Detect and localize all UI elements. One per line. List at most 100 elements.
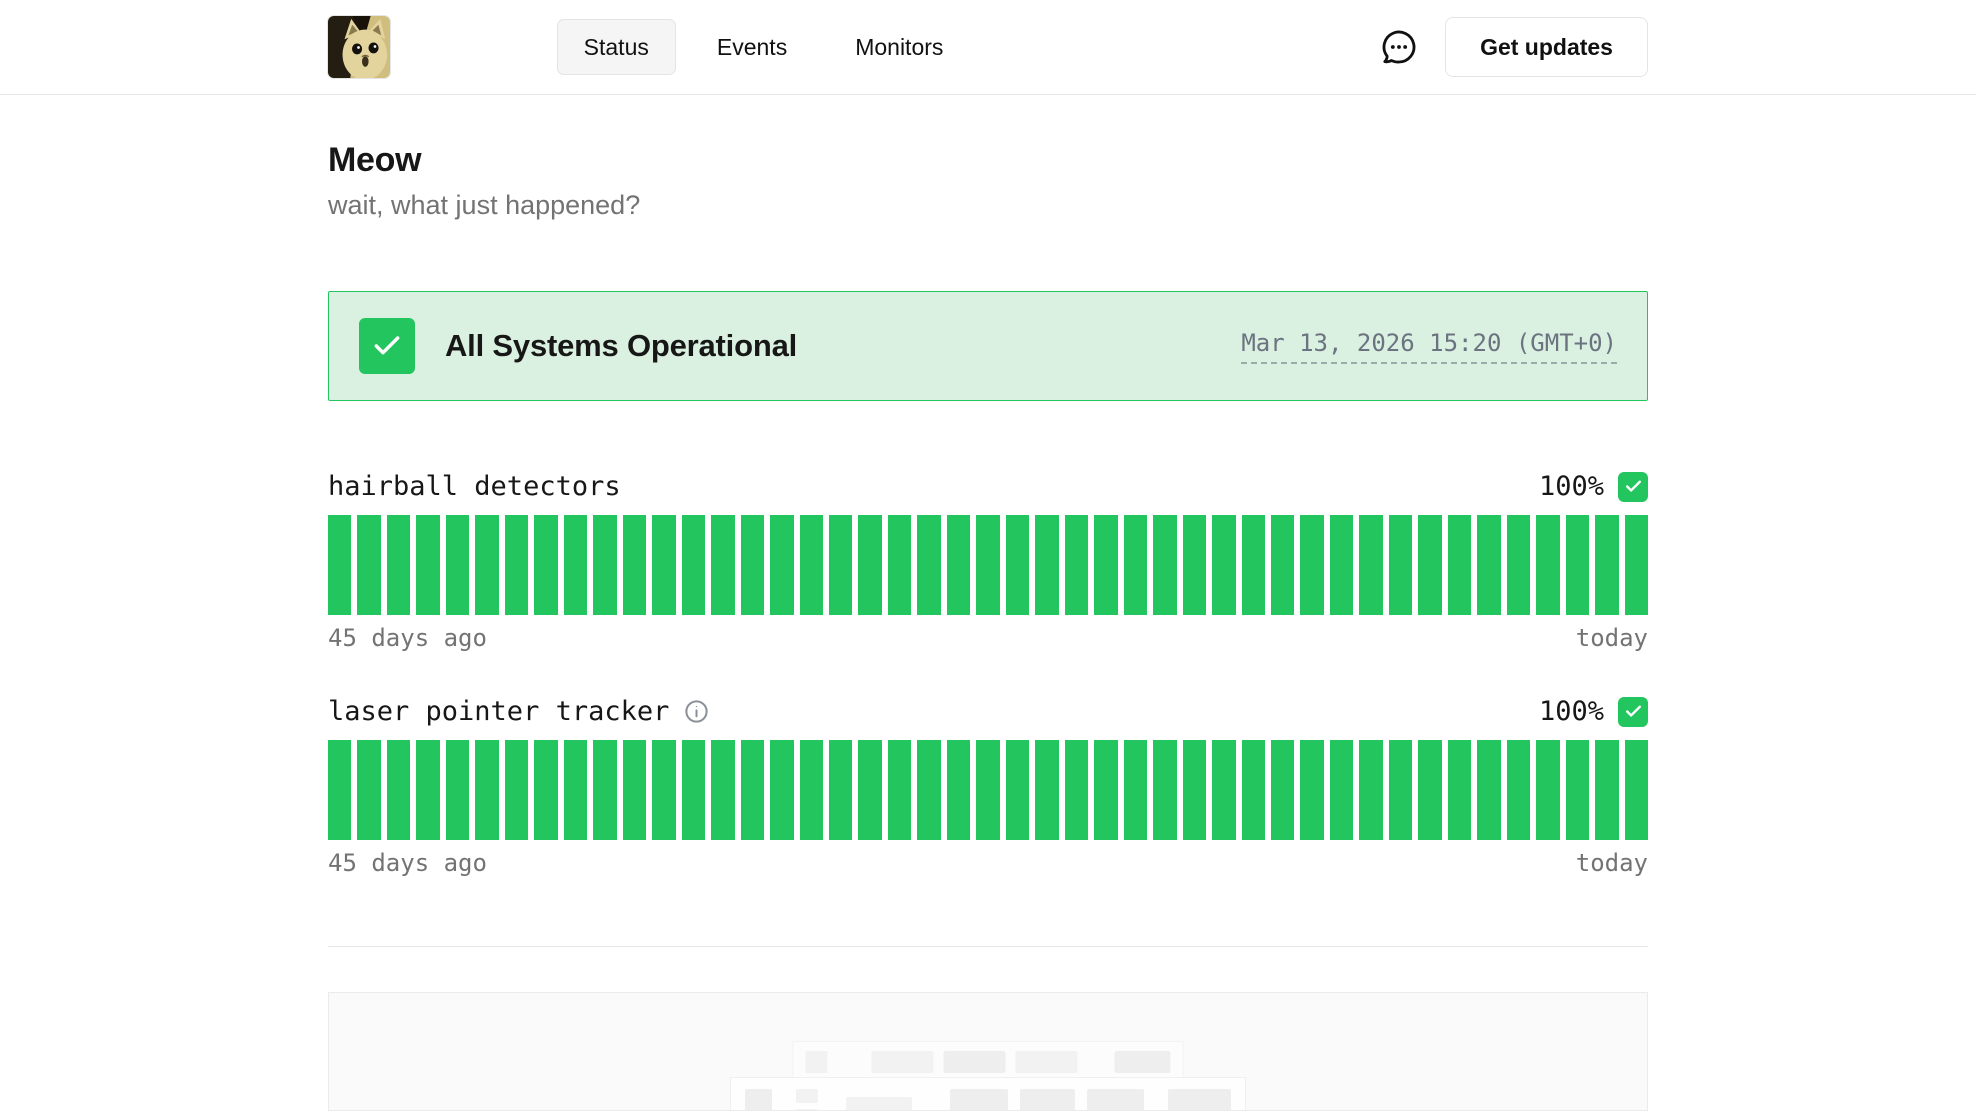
uptime-day-bar[interactable] (888, 515, 911, 615)
uptime-day-bar[interactable] (917, 515, 940, 615)
uptime-day-bar[interactable] (1035, 740, 1058, 840)
get-updates-button[interactable]: Get updates (1445, 17, 1648, 77)
uptime-day-bar[interactable] (1035, 515, 1058, 615)
nav-tab-monitors[interactable]: Monitors (828, 19, 970, 75)
uptime-day-bar[interactable] (593, 740, 616, 840)
uptime-day-bar[interactable] (475, 740, 498, 840)
banner-timestamp[interactable]: Mar 13, 2026 15:20 (GMT+0) (1241, 329, 1617, 364)
uptime-day-bar[interactable] (1212, 740, 1235, 840)
uptime-day-bar[interactable] (1124, 515, 1147, 615)
uptime-day-bar[interactable] (1153, 515, 1176, 615)
uptime-day-bar[interactable] (1124, 740, 1147, 840)
uptime-day-bar[interactable] (682, 515, 705, 615)
uptime-day-bar[interactable] (1625, 515, 1648, 615)
uptime-day-bar[interactable] (328, 740, 351, 840)
uptime-day-bar[interactable] (711, 515, 734, 615)
uptime-day-bar[interactable] (1359, 740, 1382, 840)
uptime-day-bar[interactable] (711, 740, 734, 840)
uptime-day-bar[interactable] (1536, 740, 1559, 840)
uptime-day-bar[interactable] (947, 515, 970, 615)
uptime-day-bar[interactable] (1300, 515, 1323, 615)
uptime-day-bar[interactable] (357, 740, 380, 840)
uptime-day-bar[interactable] (1330, 515, 1353, 615)
uptime-day-bar[interactable] (1448, 740, 1471, 840)
uptime-day-bar[interactable] (1595, 740, 1618, 840)
preview-card (662, 1110, 1314, 1111)
info-icon[interactable] (683, 698, 710, 725)
uptime-day-bar[interactable] (652, 740, 675, 840)
uptime-day-bar[interactable] (917, 740, 940, 840)
uptime-day-bar[interactable] (1566, 515, 1589, 615)
uptime-day-bar[interactable] (534, 740, 557, 840)
uptime-day-bar[interactable] (1389, 740, 1412, 840)
uptime-day-bar[interactable] (1006, 740, 1029, 840)
uptime-day-bar[interactable] (505, 740, 528, 840)
uptime-day-bar[interactable] (1625, 740, 1648, 840)
uptime-day-bar[interactable] (593, 515, 616, 615)
uptime-day-bar[interactable] (741, 515, 764, 615)
uptime-day-bar[interactable] (1065, 740, 1088, 840)
uptime-day-bar[interactable] (1566, 740, 1589, 840)
uptime-day-bar[interactable] (947, 740, 970, 840)
uptime-day-bar[interactable] (1477, 515, 1500, 615)
uptime-day-bar[interactable] (1242, 515, 1265, 615)
uptime-day-bar[interactable] (357, 515, 380, 615)
uptime-day-bar[interactable] (1271, 740, 1294, 840)
uptime-day-bar[interactable] (858, 740, 881, 840)
uptime-day-bar[interactable] (1418, 740, 1441, 840)
uptime-day-bar[interactable] (1477, 740, 1500, 840)
uptime-day-bar[interactable] (623, 515, 646, 615)
uptime-day-bar[interactable] (888, 740, 911, 840)
uptime-day-bar[interactable] (800, 515, 823, 615)
uptime-day-bar[interactable] (770, 515, 793, 615)
uptime-day-bar[interactable] (1448, 515, 1471, 615)
uptime-day-bar[interactable] (534, 515, 557, 615)
uptime-day-bar[interactable] (1300, 740, 1323, 840)
header-actions: Get updates (1377, 17, 1648, 77)
uptime-day-bar[interactable] (1507, 515, 1530, 615)
uptime-day-bar[interactable] (829, 515, 852, 615)
uptime-day-bar[interactable] (1595, 515, 1618, 615)
uptime-day-bar[interactable] (1212, 515, 1235, 615)
uptime-day-bar[interactable] (416, 515, 439, 615)
uptime-day-bar[interactable] (1183, 740, 1206, 840)
uptime-day-bar[interactable] (976, 515, 999, 615)
uptime-day-bar[interactable] (976, 740, 999, 840)
uptime-day-bar[interactable] (829, 740, 852, 840)
uptime-day-bar[interactable] (1507, 740, 1530, 840)
uptime-day-bar[interactable] (770, 740, 793, 840)
uptime-day-bar[interactable] (1094, 740, 1117, 840)
nav-tab-status[interactable]: Status (557, 19, 676, 75)
uptime-day-bar[interactable] (1389, 515, 1412, 615)
uptime-day-bar[interactable] (1065, 515, 1088, 615)
uptime-day-bar[interactable] (387, 515, 410, 615)
uptime-day-bar[interactable] (1359, 515, 1382, 615)
uptime-day-bar[interactable] (475, 515, 498, 615)
uptime-day-bar[interactable] (564, 515, 587, 615)
uptime-day-bar[interactable] (1094, 515, 1117, 615)
uptime-day-bar[interactable] (858, 515, 881, 615)
uptime-day-bar[interactable] (505, 515, 528, 615)
nav-tab-events[interactable]: Events (690, 19, 814, 75)
uptime-day-bar[interactable] (623, 740, 646, 840)
uptime-day-bar[interactable] (741, 740, 764, 840)
uptime-day-bar[interactable] (682, 740, 705, 840)
chat-bubble-icon[interactable] (1377, 25, 1421, 69)
uptime-day-bar[interactable] (1536, 515, 1559, 615)
uptime-day-bar[interactable] (652, 515, 675, 615)
uptime-day-bar[interactable] (1330, 740, 1353, 840)
uptime-day-bar[interactable] (416, 740, 439, 840)
uptime-day-bar[interactable] (446, 740, 469, 840)
uptime-day-bar[interactable] (1153, 740, 1176, 840)
uptime-day-bar[interactable] (564, 740, 587, 840)
uptime-day-bar[interactable] (328, 515, 351, 615)
uptime-day-bar[interactable] (1242, 740, 1265, 840)
uptime-day-bar[interactable] (1183, 515, 1206, 615)
uptime-day-bar[interactable] (1006, 515, 1029, 615)
site-logo-cat-avatar[interactable] (328, 16, 390, 78)
uptime-day-bar[interactable] (800, 740, 823, 840)
uptime-day-bar[interactable] (387, 740, 410, 840)
uptime-day-bar[interactable] (1271, 515, 1294, 615)
uptime-day-bar[interactable] (1418, 515, 1441, 615)
uptime-day-bar[interactable] (446, 515, 469, 615)
